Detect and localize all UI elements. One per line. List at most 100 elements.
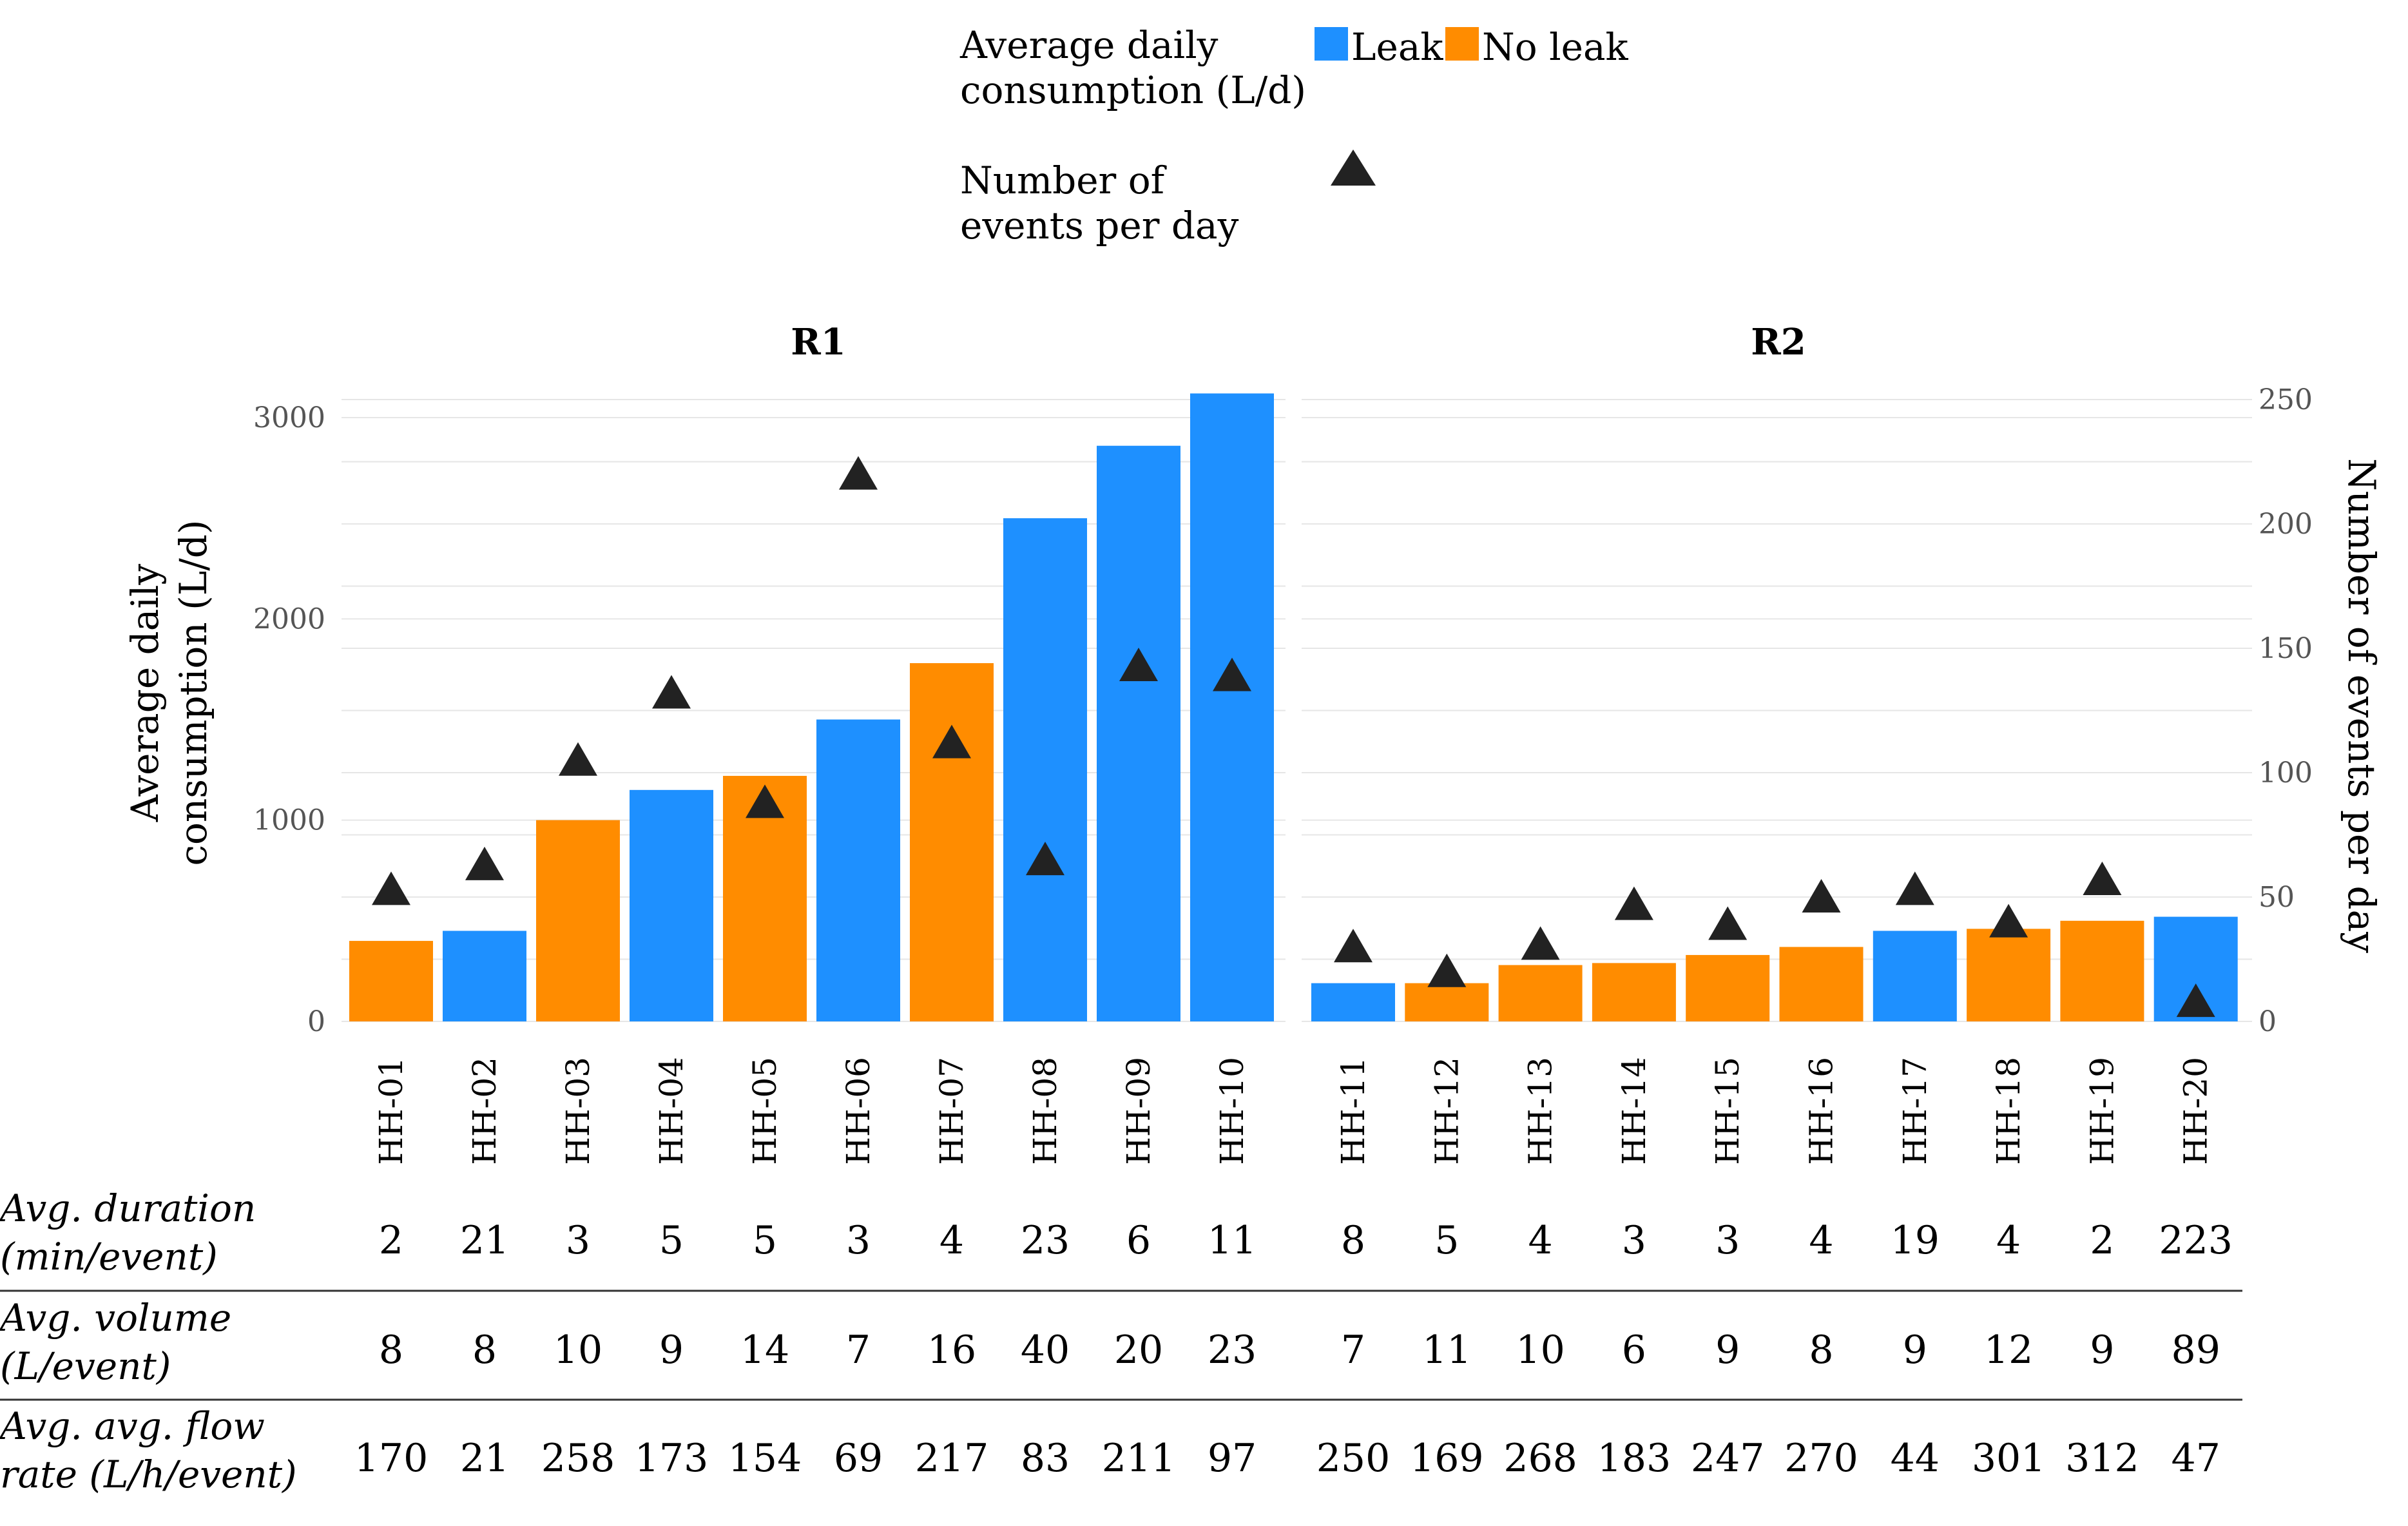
table-row-label: (L/event) (0, 1344, 171, 1388)
category-label: HH-17 (1896, 1057, 1934, 1165)
y-right-tick-label: 50 (2259, 881, 2295, 914)
table-cell: 8 (1341, 1218, 1365, 1263)
table-cell: 312 (2065, 1436, 2139, 1481)
table-cell: 223 (2159, 1218, 2233, 1263)
table-cell: 7 (1341, 1328, 1365, 1373)
table-cell: 19 (1891, 1218, 1940, 1263)
y-right-tick-label: 100 (2259, 757, 2313, 789)
table-cell: 89 (2172, 1328, 2220, 1373)
table-cell: 3 (1715, 1218, 1740, 1263)
panel-title-r2: R2 (1751, 321, 1806, 363)
table-cell: 97 (1208, 1436, 1257, 1481)
table-cell: 4 (1996, 1218, 2021, 1263)
bar-2 (443, 931, 526, 1021)
category-label: HH-07 (933, 1057, 970, 1165)
table-row-label: rate (L/h/event) (0, 1453, 297, 1496)
y-left-tick-label: 2000 (253, 603, 325, 635)
table-cell: 5 (1434, 1218, 1459, 1263)
table-cell: 83 (1021, 1436, 1070, 1481)
table-cell: 170 (354, 1436, 429, 1481)
legend-leak-swatch (1315, 27, 1348, 61)
bar-14 (1592, 963, 1676, 1021)
table-cell: 4 (939, 1218, 964, 1263)
event-marker-6 (839, 456, 878, 490)
table-cell: 11 (1422, 1328, 1471, 1373)
bar-11 (1311, 983, 1395, 1021)
table-cell: 247 (1691, 1436, 1765, 1481)
table-cell: 270 (1784, 1436, 1858, 1481)
category-label: HH-15 (1709, 1057, 1746, 1165)
category-label: HH-06 (840, 1057, 877, 1165)
legend: Average daily consumption (L/d) Leak No … (959, 23, 1629, 247)
category-label: HH-09 (1120, 1057, 1157, 1165)
event-marker-17 (1895, 871, 1934, 905)
table-cell: 5 (659, 1218, 684, 1263)
table-cell: 9 (659, 1328, 684, 1373)
table-cell: 154 (728, 1436, 802, 1481)
y-left-tick-label: 3000 (253, 401, 325, 434)
event-marker-4 (652, 675, 691, 709)
y-right-tick-label: 250 (2259, 383, 2313, 416)
category-label: HH-10 (1213, 1057, 1251, 1165)
gridlines (342, 399, 2252, 1022)
table-cell: 4 (1528, 1218, 1553, 1263)
legend-consumption-title-1: Average daily (959, 23, 1218, 67)
category-label: HH-18 (1990, 1057, 2027, 1165)
table-cell: 16 (927, 1328, 976, 1373)
bar-8 (1003, 518, 1087, 1021)
y-right-tick-label: 0 (2259, 1005, 2277, 1038)
table-cell: 8 (1809, 1328, 1833, 1373)
table-row-label: (min/event) (0, 1235, 218, 1279)
event-marker-8 (1026, 842, 1064, 876)
event-marker-9 (1119, 648, 1158, 682)
y-right-tick-label: 200 (2259, 508, 2313, 541)
legend-consumption-title-2: consumption (L/d) (960, 68, 1306, 112)
event-marker-15 (1708, 906, 1748, 940)
table-cell: 44 (1891, 1436, 1940, 1481)
axis-ticks: 0 1000 2000 3000 0 50 100 150 200 250 (253, 383, 2313, 1038)
table-cell: 9 (1715, 1328, 1740, 1373)
table-row-label: Avg. duration (0, 1186, 256, 1230)
table-cell: 173 (635, 1436, 709, 1481)
event-marker-19 (2083, 861, 2122, 895)
y-left-tick-label: 1000 (253, 804, 325, 837)
category-label: HH-13 (1522, 1057, 1559, 1165)
table-cell: 217 (915, 1436, 989, 1481)
table-cell: 11 (1208, 1218, 1257, 1263)
table-cell: 69 (834, 1436, 883, 1481)
bar-19 (2060, 920, 2144, 1021)
table-cell: 10 (1516, 1328, 1565, 1373)
table-cell: 183 (1597, 1436, 1671, 1481)
bar-13 (1498, 965, 1583, 1021)
table-cell: 2 (2090, 1218, 2114, 1263)
table-cell: 23 (1021, 1218, 1070, 1263)
table-cell: 12 (1984, 1328, 2033, 1373)
table-cell: 6 (1622, 1328, 1646, 1373)
stats-table: Avg. duration(min/event) 2 21 3 5 5 3 4 23 6 11 8 5 4… (0, 1186, 2242, 1496)
table-cell: 4 (1809, 1218, 1833, 1263)
table-cell: 47 (2172, 1436, 2220, 1481)
table-cell: 7 (846, 1328, 871, 1373)
panel-title-r1: R1 (791, 321, 846, 363)
category-label: HH-14 (1615, 1057, 1653, 1165)
table-cell: 8 (379, 1328, 403, 1373)
legend-noleak-swatch (1445, 27, 1479, 61)
bar-15 (1686, 954, 1770, 1021)
event-marker-18 (1989, 903, 2028, 938)
table-cell: 9 (1903, 1328, 1927, 1373)
table-cell: 6 (1126, 1218, 1151, 1263)
legend-noleak-label: No leak (1482, 25, 1629, 69)
legend-events-marker (1331, 150, 1376, 186)
category-label: HH-05 (746, 1057, 784, 1165)
event-marker-2 (465, 846, 504, 880)
category-label: HH-16 (1803, 1057, 1840, 1165)
table-cell: 3 (566, 1218, 590, 1263)
table-cell: 258 (541, 1436, 615, 1481)
category-label: HH-02 (466, 1057, 503, 1165)
legend-events-title-1: Number of (960, 159, 1167, 202)
category-label: HH-12 (1428, 1057, 1465, 1165)
y-axis-right-title: Number of events per day (2340, 458, 2384, 953)
bar-10 (1190, 393, 1274, 1021)
category-label: HH-20 (2177, 1057, 2215, 1165)
